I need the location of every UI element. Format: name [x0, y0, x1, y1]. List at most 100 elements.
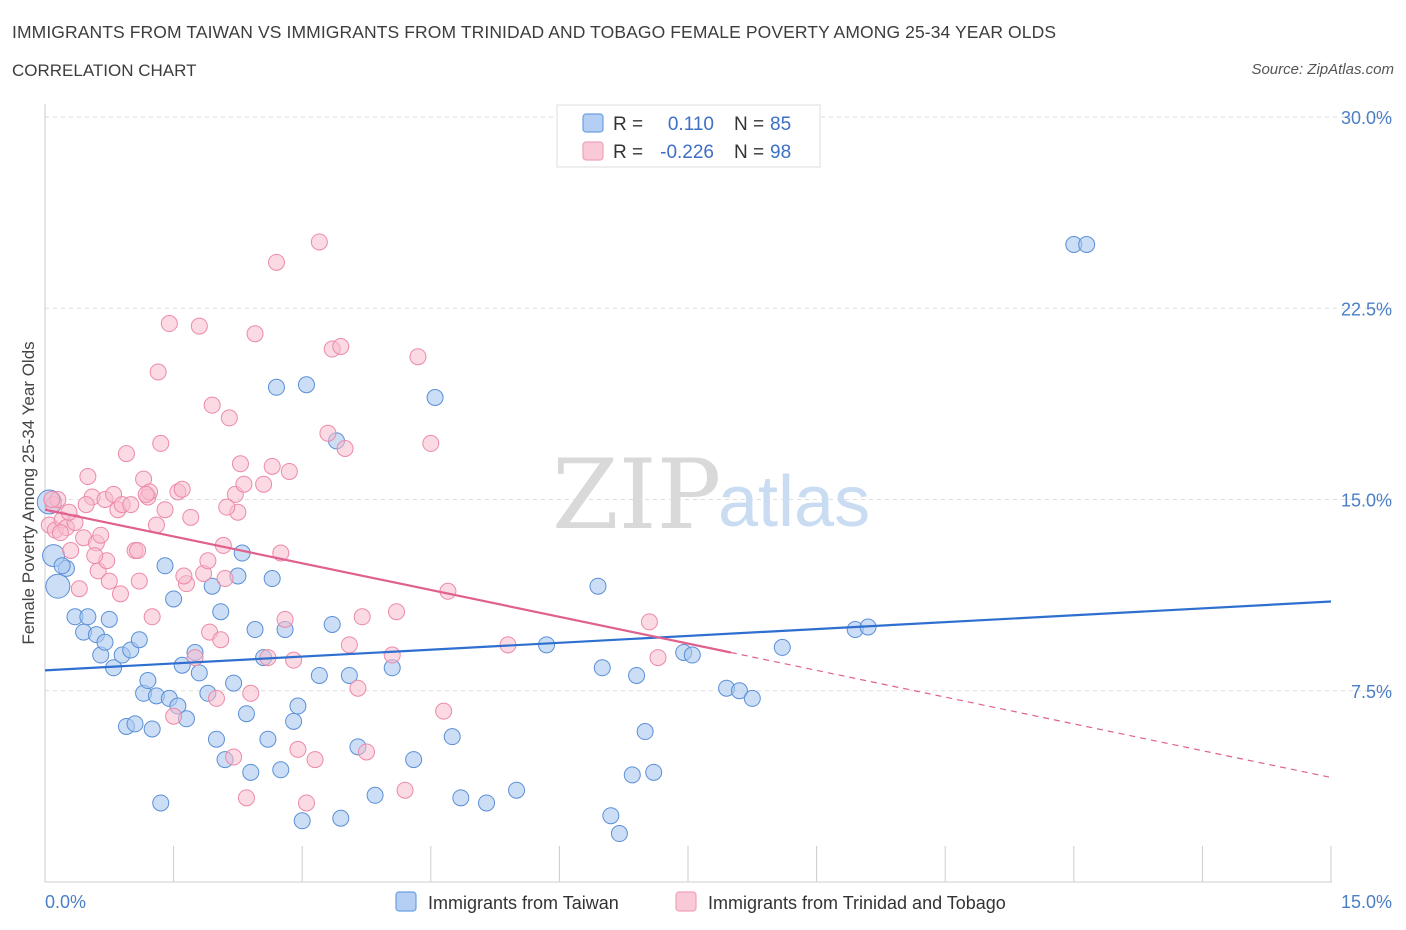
correlation-legend: R = 0.110 N = 85 R = -0.226 N = 98 [556, 104, 821, 168]
chart-subtitle: CORRELATION CHART [12, 61, 197, 80]
data-point-trinidad [77, 496, 95, 514]
data-point-trinidad [175, 567, 193, 585]
data-point-trinidad [358, 743, 375, 761]
data-point-taiwan [323, 615, 341, 633]
data-point-taiwan [610, 825, 628, 843]
data-point-trinidad [165, 707, 183, 725]
data-point-taiwan [130, 631, 148, 649]
data-point-trinidad [130, 572, 148, 590]
data-point-taiwan [602, 807, 620, 825]
data-point-taiwan [405, 751, 423, 769]
data-point-trinidad [86, 547, 104, 565]
data-point-taiwan [683, 646, 701, 664]
trend-line-trinidad-extension [730, 651, 1332, 779]
data-point-trinidad [383, 646, 401, 664]
data-point-trinidad [137, 485, 155, 503]
y-tick-label: 7.5% [1351, 682, 1392, 702]
y-axis-label: Female Poverty Among 25-34 Year Olds [19, 341, 38, 644]
data-point-trinidad [207, 689, 225, 707]
data-point-taiwan [207, 730, 225, 748]
data-point-trinidad [147, 516, 165, 534]
legend-n-value-trinidad: 98 [770, 142, 791, 163]
series-trinidad [40, 233, 667, 812]
legend-swatch-taiwan [582, 113, 604, 133]
data-point-trinidad [246, 325, 264, 343]
data-point-taiwan [628, 666, 646, 684]
series-taiwan [36, 236, 1096, 843]
bottom-legend-swatch-taiwan [395, 891, 417, 912]
data-point-taiwan [225, 674, 243, 692]
data-point-trinidad [212, 631, 230, 649]
data-point-taiwan [139, 672, 157, 690]
trend-lines [44, 508, 1332, 779]
data-point-taiwan [152, 794, 170, 812]
watermark-zip: ZIP [552, 439, 721, 551]
data-point-trinidad [51, 524, 69, 542]
data-point-trinidad [435, 702, 453, 720]
legend-n-label-trinidad: N = [734, 142, 764, 163]
data-point-trinidad [422, 434, 440, 452]
data-point-trinidad [43, 491, 61, 508]
data-point-trinidad [255, 475, 273, 493]
data-point-trinidad [310, 233, 328, 251]
data-point-taiwan [246, 621, 264, 639]
data-point-taiwan [203, 577, 221, 595]
data-point-taiwan [1078, 236, 1096, 253]
data-point-trinidad [263, 457, 281, 475]
data-point-taiwan [443, 728, 461, 746]
data-point-taiwan [289, 697, 307, 715]
data-point-taiwan [366, 786, 384, 804]
data-point-trinidad [62, 542, 80, 559]
data-point-trinidad [79, 468, 97, 486]
data-point-trinidad [267, 253, 285, 271]
data-point-taiwan [263, 570, 281, 588]
data-point-trinidad [332, 338, 350, 355]
data-point-taiwan [508, 781, 526, 799]
data-point-taiwan [237, 705, 255, 723]
data-point-taiwan [743, 689, 761, 707]
data-point-trinidad [92, 526, 110, 544]
data-point-trinidad [237, 789, 255, 807]
data-point-taiwan [233, 544, 251, 562]
data-point-trinidad [149, 363, 167, 381]
data-point-trinidad [70, 580, 88, 598]
data-point-trinidad [336, 440, 354, 457]
legend-r-value-trinidad: -0.226 [660, 142, 714, 163]
legend-r-label-trinidad: R = [613, 142, 643, 163]
data-point-taiwan [293, 812, 311, 830]
watermark-atlas: atlas [718, 462, 870, 542]
data-point-taiwan [593, 659, 611, 677]
data-point-trinidad [220, 409, 238, 427]
x-tick-label: 15.0% [1341, 892, 1392, 912]
y-tick-label: 22.5% [1341, 299, 1392, 319]
trend-line-taiwan [44, 600, 1332, 672]
legend-swatch-trinidad [582, 141, 604, 161]
data-point-trinidad [388, 603, 406, 621]
data-point-taiwan [190, 664, 208, 682]
data-point-trinidad [649, 649, 667, 667]
bottom-legend-label-trinidad: Immigrants from Trinidad and Tobago [708, 893, 1006, 913]
data-point-trinidad [289, 740, 307, 758]
data-point-taiwan [297, 376, 315, 394]
data-point-trinidad [276, 610, 294, 628]
data-point-trinidad [117, 445, 135, 463]
data-point-taiwan [96, 633, 114, 651]
data-point-taiwan [645, 763, 663, 781]
data-point-taiwan [636, 723, 654, 741]
data-point-taiwan [212, 603, 230, 621]
data-point-taiwan [173, 656, 191, 674]
data-point-taiwan [426, 389, 444, 406]
data-point-trinidad [152, 434, 170, 452]
data-point-trinidad [199, 552, 217, 570]
bottom-legend: Immigrants from Taiwan Immigrants from T… [395, 891, 1006, 913]
data-point-trinidad [173, 480, 191, 498]
data-point-taiwan [340, 666, 358, 684]
data-point-trinidad [340, 636, 358, 654]
data-point-taiwan [100, 610, 118, 628]
y-tick-label: 30.0% [1341, 108, 1392, 128]
data-point-taiwan [45, 573, 71, 599]
data-point-taiwan [332, 809, 350, 827]
tick-labels: 7.5% 15.0% 22.5% 30.0% 0.0% 15.0% [45, 108, 1392, 912]
data-point-trinidad [122, 496, 140, 514]
